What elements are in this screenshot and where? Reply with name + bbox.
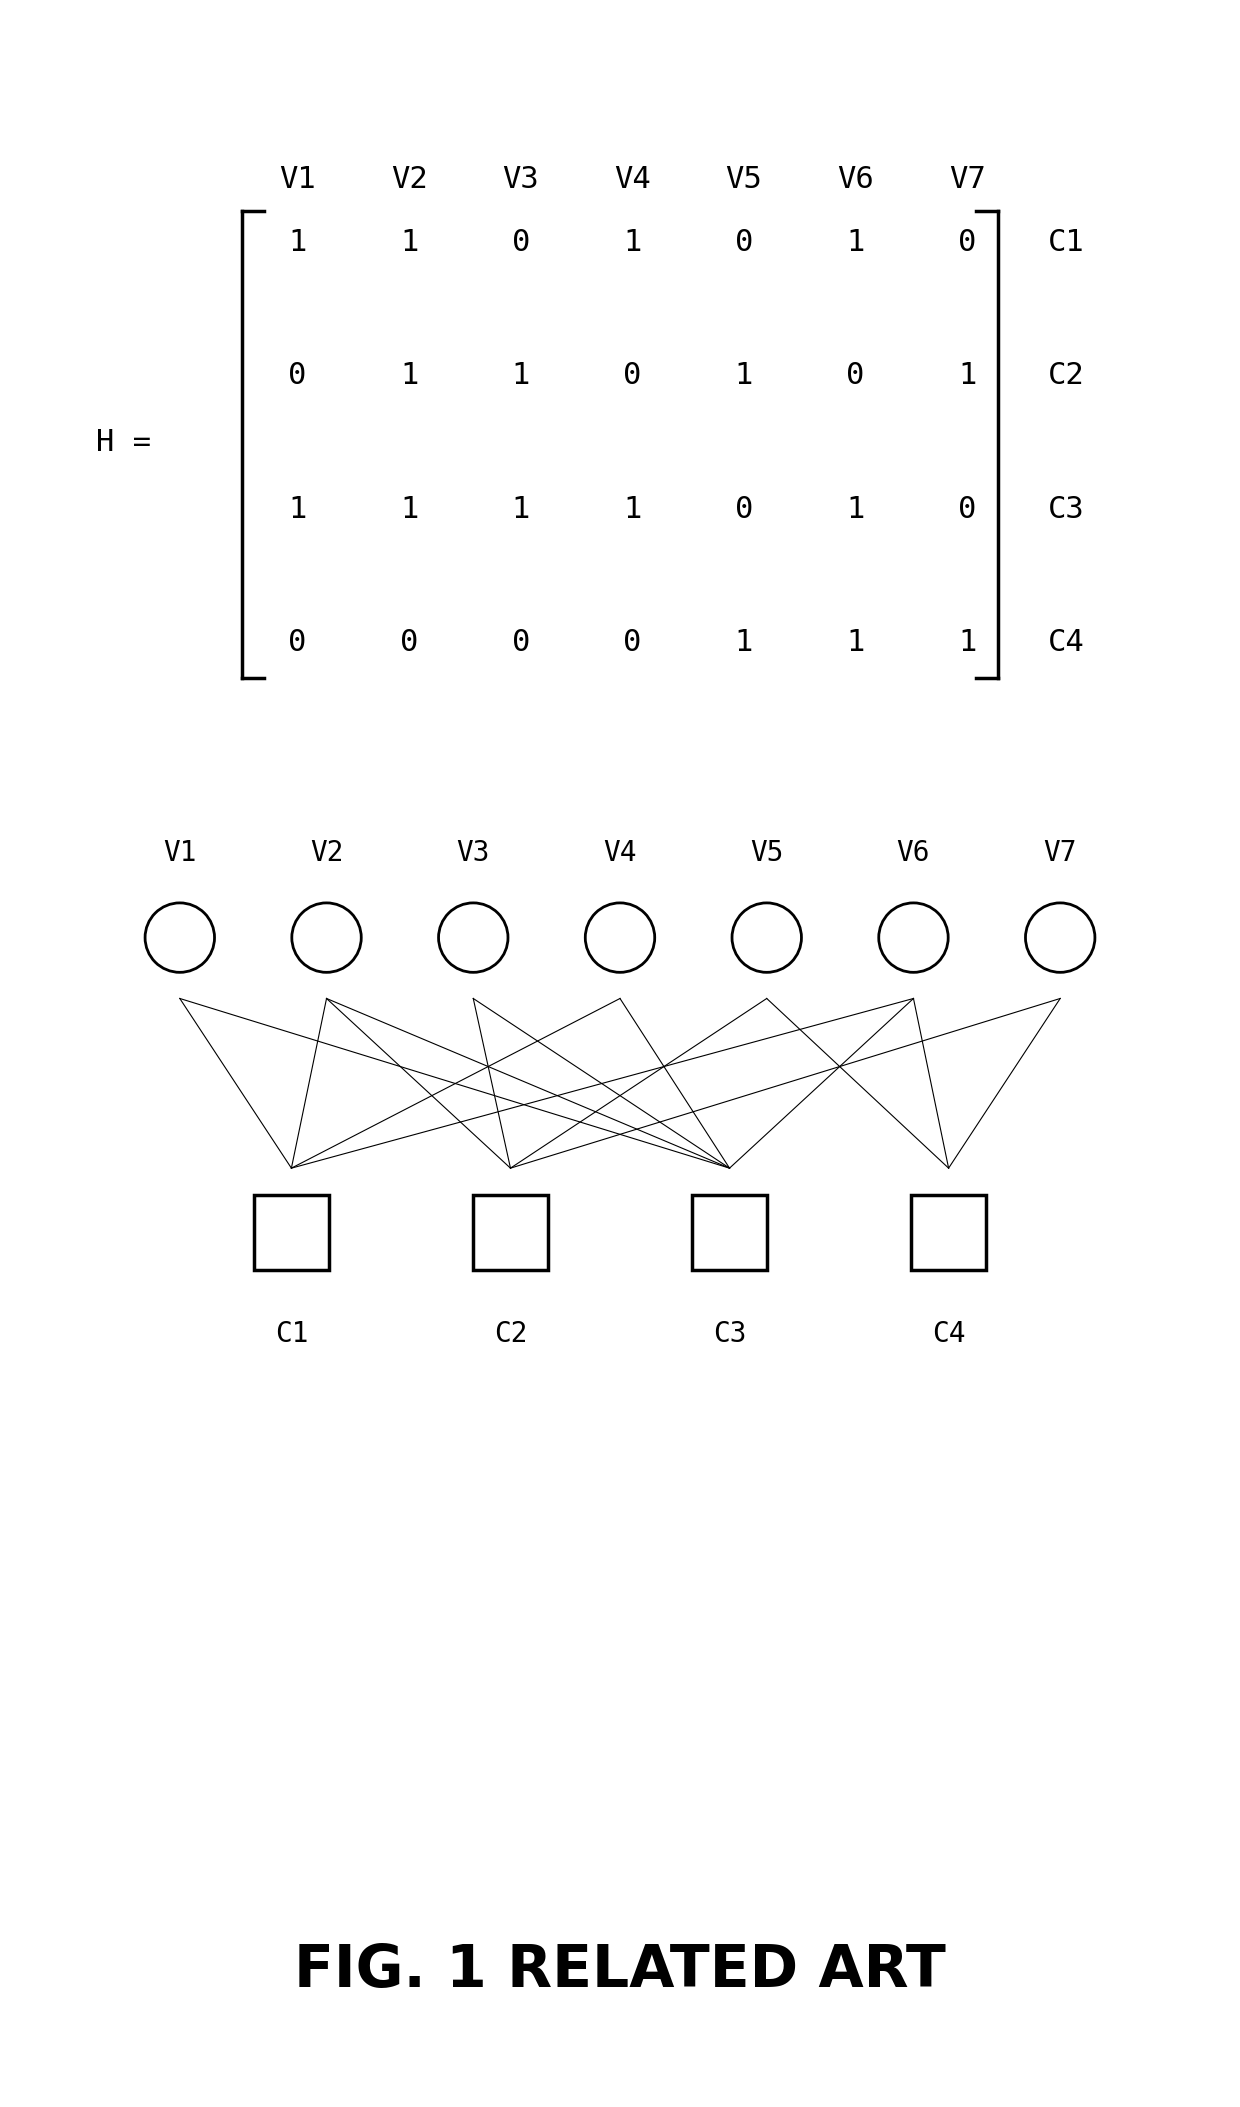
Text: 0: 0 <box>959 228 976 257</box>
Text: 0: 0 <box>401 628 418 657</box>
Text: 0: 0 <box>959 495 976 525</box>
Text: V5: V5 <box>750 839 784 868</box>
Text: V2: V2 <box>310 839 343 868</box>
Text: 1: 1 <box>401 228 418 257</box>
Text: C4: C4 <box>1048 628 1085 657</box>
Text: 1: 1 <box>624 228 641 257</box>
Text: 1: 1 <box>512 495 529 525</box>
Text: 0: 0 <box>735 495 753 525</box>
Text: 1: 1 <box>847 495 864 525</box>
Text: V7: V7 <box>1043 839 1078 868</box>
Text: 0: 0 <box>289 360 306 390</box>
Text: 1: 1 <box>959 628 976 657</box>
Text: V2: V2 <box>391 164 428 194</box>
Text: 1: 1 <box>735 360 753 390</box>
Text: V5: V5 <box>725 164 763 194</box>
Text: V4: V4 <box>603 839 637 868</box>
Text: 0: 0 <box>512 628 529 657</box>
Text: C1: C1 <box>1048 228 1085 257</box>
Text: V6: V6 <box>897 839 930 868</box>
Text: 0: 0 <box>847 360 864 390</box>
Text: H =: H = <box>97 428 151 457</box>
Bar <box>254 1195 329 1271</box>
Text: 0: 0 <box>289 628 306 657</box>
Text: 1: 1 <box>847 228 864 257</box>
Text: 1: 1 <box>289 228 306 257</box>
Text: 0: 0 <box>512 228 529 257</box>
Text: 1: 1 <box>289 495 306 525</box>
Text: 1: 1 <box>401 495 418 525</box>
Text: C3: C3 <box>713 1319 746 1348</box>
Text: 1: 1 <box>959 360 976 390</box>
Text: V3: V3 <box>456 839 490 868</box>
Text: V3: V3 <box>502 164 539 194</box>
Text: FIG. 1 RELATED ART: FIG. 1 RELATED ART <box>294 1941 946 2000</box>
Text: C1: C1 <box>274 1319 309 1348</box>
Text: V1: V1 <box>162 839 197 868</box>
Text: 1: 1 <box>624 495 641 525</box>
Text: V6: V6 <box>837 164 874 194</box>
Text: 1: 1 <box>512 360 529 390</box>
Text: 0: 0 <box>735 228 753 257</box>
Text: 1: 1 <box>735 628 753 657</box>
Text: 1: 1 <box>847 628 864 657</box>
Text: C4: C4 <box>931 1319 966 1348</box>
Text: 0: 0 <box>624 360 641 390</box>
Text: V4: V4 <box>614 164 651 194</box>
Text: V7: V7 <box>949 164 986 194</box>
Bar <box>474 1195 548 1271</box>
Text: V1: V1 <box>279 164 316 194</box>
Text: 0: 0 <box>624 628 641 657</box>
Text: 1: 1 <box>401 360 418 390</box>
Text: C3: C3 <box>1048 495 1085 525</box>
Bar <box>911 1195 986 1271</box>
Text: C2: C2 <box>1048 360 1085 390</box>
Text: C2: C2 <box>494 1319 527 1348</box>
Bar <box>692 1195 766 1271</box>
